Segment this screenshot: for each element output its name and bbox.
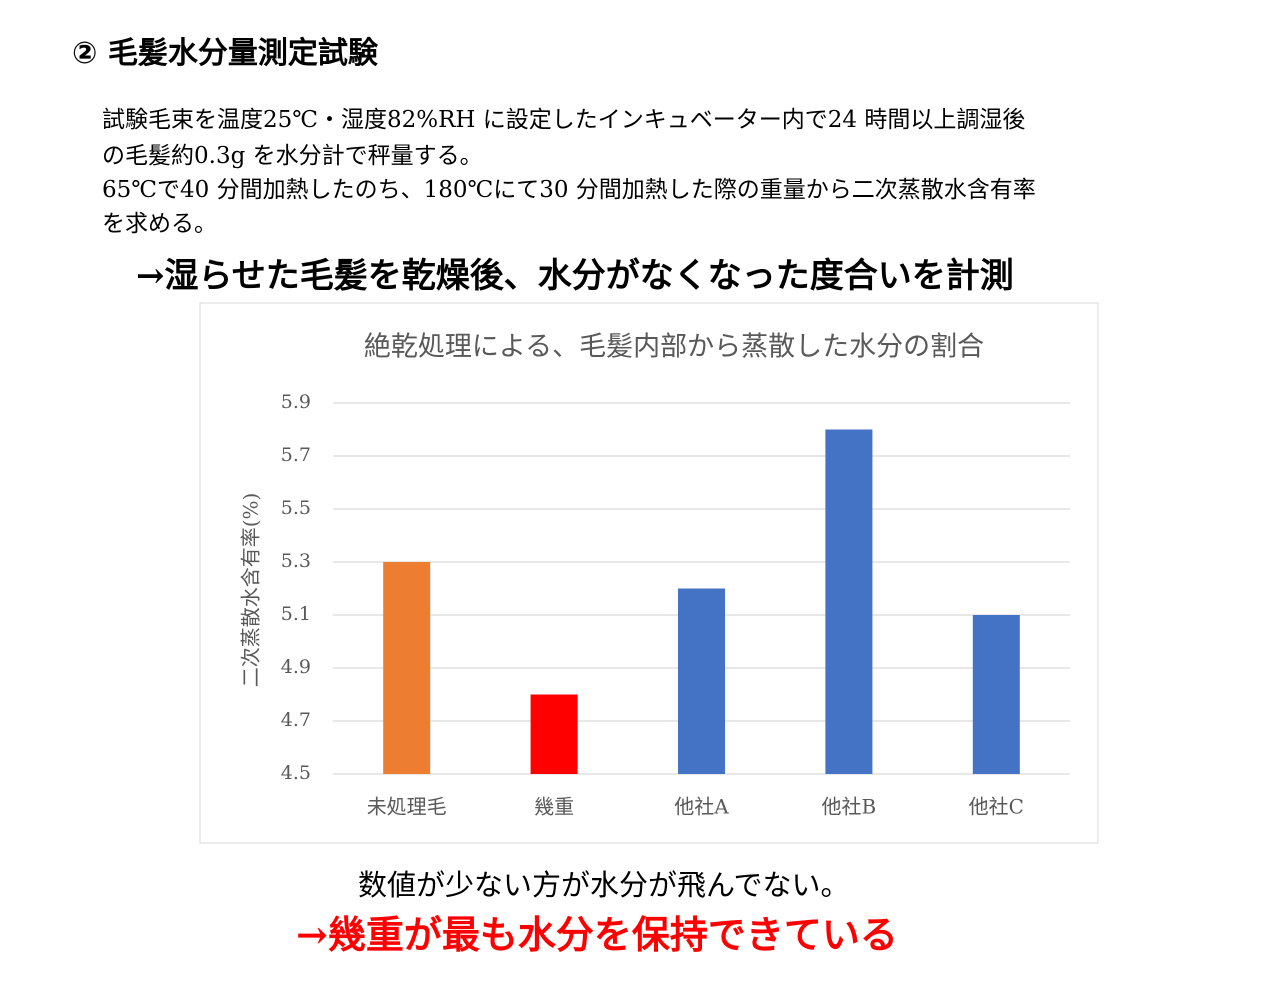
y-tick-label: 5.5 bbox=[281, 497, 311, 519]
body-line: を求める。 bbox=[102, 211, 217, 237]
x-tick-label: 他社C bbox=[969, 795, 1024, 819]
y-axis-label: 二次蒸散水含有率(%) bbox=[239, 493, 263, 688]
body-line: の毛髪約0.3g を水分計で秤量する。 bbox=[102, 143, 483, 169]
x-tick-label: 幾重 bbox=[534, 795, 574, 819]
y-tick-label: 5.7 bbox=[281, 444, 311, 466]
y-tick-label: 4.9 bbox=[281, 656, 311, 678]
y-tick-label: 4.7 bbox=[281, 709, 311, 731]
bar bbox=[383, 562, 431, 774]
body-line: 試験毛束を温度25℃・湿度82%RH に設定したインキュベーター内で24 時間以… bbox=[102, 107, 1026, 133]
purpose: →湿らせた毛髪を乾燥後、水分がなくなった度合いを計測 bbox=[136, 256, 1014, 296]
x-tick-label: 他社B bbox=[822, 795, 877, 819]
chart-frame bbox=[199, 302, 1099, 844]
bar bbox=[825, 429, 873, 774]
note: 数値が少ない方が水分が飛んでない。 bbox=[358, 868, 850, 902]
conclusion: →幾重が最も水分を保持できている bbox=[296, 912, 898, 957]
x-tick-label: 未処理毛 bbox=[367, 795, 447, 819]
y-tick-label: 5.1 bbox=[281, 603, 311, 625]
x-tick-label: 他社A bbox=[674, 795, 729, 819]
chart-title: 絶乾処理による、毛髪内部から蒸散した水分の割合 bbox=[364, 332, 984, 363]
body-line: 65℃で40 分間加熱したのち、180℃にて30 分間加熱した際の重量から二次蒸… bbox=[102, 177, 1036, 203]
y-tick-label: 5.3 bbox=[281, 550, 311, 572]
bar bbox=[530, 694, 578, 774]
bar bbox=[678, 588, 725, 774]
y-tick-label: 4.5 bbox=[281, 762, 311, 784]
y-tick-label: 5.9 bbox=[281, 391, 311, 413]
heading: ② 毛髪水分量測定試験 bbox=[72, 36, 378, 71]
bar bbox=[972, 615, 1020, 774]
